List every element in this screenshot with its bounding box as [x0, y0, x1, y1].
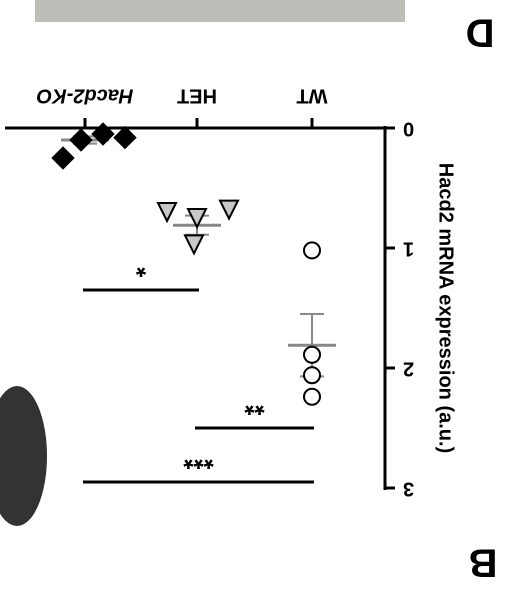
data-point	[69, 128, 93, 152]
y-tick-label: 2	[403, 358, 414, 380]
significance-label: ***	[182, 445, 213, 475]
significance-label: *	[135, 253, 146, 283]
y-tick-label: 0	[403, 118, 414, 140]
data-point	[303, 387, 321, 406]
x-tick-label: WT	[296, 85, 327, 107]
data-point	[91, 122, 115, 146]
data-point	[303, 241, 321, 260]
x-tick-label: Hacd2-KO	[36, 85, 133, 107]
data-point	[156, 202, 178, 224]
data-point	[51, 146, 75, 170]
data-point	[183, 234, 205, 256]
y-tick-label: 1	[403, 238, 414, 260]
y-tick-label: 3	[403, 478, 414, 500]
data-point	[218, 199, 240, 221]
panel-label: D	[466, 10, 495, 54]
panel-label: B	[469, 540, 498, 584]
data-point	[303, 366, 321, 385]
y-axis-title: Hacd2 mRNA expression (a.u.)	[435, 163, 457, 453]
rotated-panel: B D Hacd2 mRNA expression (a.u.) 0 1 2 3 WT H…	[0, 0, 497, 584]
photo-fragment	[35, 0, 405, 22]
data-point	[113, 125, 137, 150]
x-tick-label: HET	[177, 85, 217, 107]
data-point	[186, 208, 208, 230]
significance-label: **	[244, 391, 265, 421]
photo-fragment	[0, 386, 47, 526]
data-point	[303, 345, 321, 364]
